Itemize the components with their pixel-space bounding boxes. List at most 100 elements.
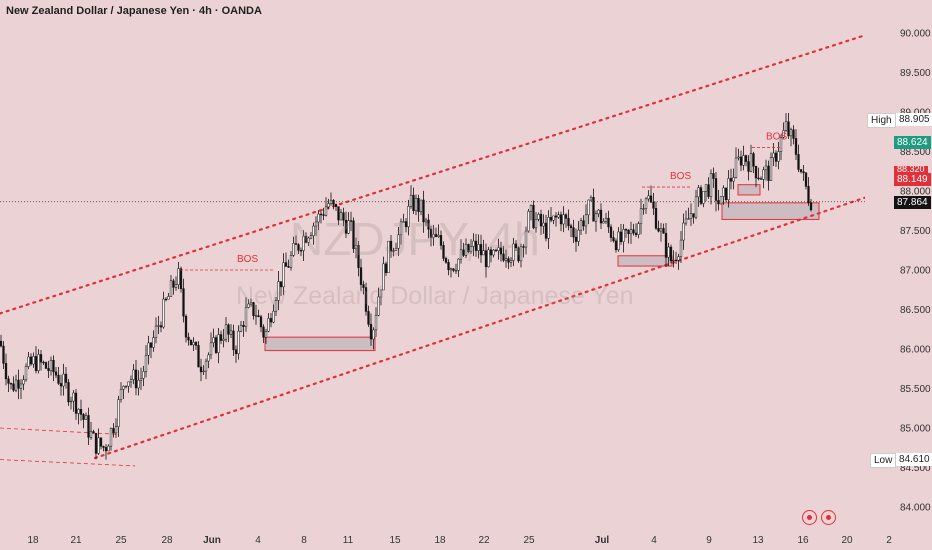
candle-body bbox=[9, 383, 13, 385]
candle bbox=[419, 199, 423, 216]
candle bbox=[262, 324, 265, 344]
candle-body bbox=[617, 231, 620, 251]
alert-circle-icon[interactable] bbox=[821, 510, 836, 525]
candle-body bbox=[272, 310, 275, 323]
candle-body bbox=[49, 360, 53, 372]
candle bbox=[547, 210, 550, 250]
candle bbox=[24, 363, 28, 382]
candle-body bbox=[507, 258, 510, 263]
candle bbox=[632, 223, 635, 236]
candle bbox=[442, 241, 445, 262]
candle bbox=[604, 212, 608, 224]
candle bbox=[272, 304, 275, 324]
candle bbox=[234, 345, 238, 363]
candle-body bbox=[684, 218, 688, 224]
candle-body bbox=[242, 324, 245, 327]
candle bbox=[762, 166, 765, 189]
candle bbox=[319, 211, 323, 224]
candle-body bbox=[489, 249, 493, 256]
candle bbox=[202, 365, 205, 375]
candle-body bbox=[214, 337, 218, 353]
candle bbox=[314, 216, 318, 236]
candle-body bbox=[142, 371, 145, 379]
candle-body bbox=[97, 437, 100, 454]
candle-body bbox=[64, 373, 68, 383]
candle bbox=[729, 168, 733, 190]
candle-body bbox=[219, 334, 223, 341]
candle-body bbox=[12, 383, 15, 391]
candle bbox=[722, 185, 725, 205]
candle-body bbox=[429, 228, 433, 238]
candle bbox=[109, 427, 113, 451]
candle-body bbox=[494, 249, 498, 252]
candle-body bbox=[197, 345, 200, 368]
candle-body bbox=[447, 262, 450, 271]
candle bbox=[169, 275, 173, 297]
candle bbox=[582, 215, 585, 231]
candle bbox=[259, 314, 263, 333]
candle-body bbox=[577, 229, 580, 242]
candle bbox=[394, 242, 398, 251]
candle-body bbox=[109, 428, 113, 447]
candle-body bbox=[37, 354, 40, 371]
candle-body bbox=[449, 268, 453, 271]
candle bbox=[352, 217, 355, 253]
watermark-name: New Zealand Dollar / Japanese Yen bbox=[236, 282, 634, 310]
candle bbox=[474, 233, 478, 257]
candle bbox=[334, 203, 338, 212]
candle-body bbox=[462, 249, 465, 256]
candle bbox=[589, 195, 593, 202]
candle bbox=[727, 170, 730, 208]
candle bbox=[229, 324, 233, 338]
candle-body bbox=[644, 198, 648, 209]
candle-body bbox=[442, 245, 445, 259]
x-tick-label: 8 bbox=[301, 535, 307, 546]
alert-circle-icon[interactable] bbox=[802, 510, 817, 525]
candle bbox=[679, 231, 683, 264]
candle-body bbox=[377, 296, 380, 316]
candle-body bbox=[234, 349, 238, 355]
candle-body bbox=[712, 173, 715, 179]
candle-body bbox=[257, 315, 260, 317]
candle-body bbox=[199, 366, 203, 373]
candle-body bbox=[379, 289, 383, 298]
candle bbox=[447, 259, 450, 276]
candle bbox=[792, 125, 795, 145]
candle-body bbox=[627, 229, 630, 235]
candle bbox=[289, 251, 293, 271]
candle-body bbox=[104, 447, 108, 452]
candle-body bbox=[402, 221, 405, 223]
candle bbox=[149, 342, 153, 359]
candle-body bbox=[307, 237, 310, 243]
candle-body bbox=[504, 258, 508, 261]
candle bbox=[119, 382, 123, 403]
candle-body bbox=[477, 244, 480, 251]
candle bbox=[277, 271, 280, 311]
candle-body bbox=[179, 268, 183, 289]
candle-body bbox=[249, 302, 253, 305]
candle-body bbox=[222, 338, 225, 341]
candle bbox=[157, 315, 160, 335]
candle-body bbox=[357, 244, 360, 268]
candle-body bbox=[469, 246, 473, 253]
order-block-zone bbox=[737, 184, 761, 196]
candle bbox=[217, 328, 220, 364]
y-tick-label: 84.500 bbox=[900, 463, 931, 474]
candle bbox=[599, 203, 603, 230]
candle-body bbox=[487, 249, 490, 268]
candle bbox=[429, 225, 433, 247]
candle-body bbox=[807, 186, 810, 203]
candle bbox=[117, 395, 120, 437]
candle-body bbox=[42, 361, 45, 364]
candle-body bbox=[662, 228, 665, 234]
candle bbox=[479, 234, 483, 263]
candle-body bbox=[162, 298, 165, 328]
candle-body bbox=[309, 235, 313, 239]
candle bbox=[619, 223, 623, 245]
candle bbox=[717, 189, 720, 211]
candle-body bbox=[59, 383, 63, 387]
candle-body bbox=[304, 235, 308, 243]
candle-body bbox=[287, 266, 290, 268]
